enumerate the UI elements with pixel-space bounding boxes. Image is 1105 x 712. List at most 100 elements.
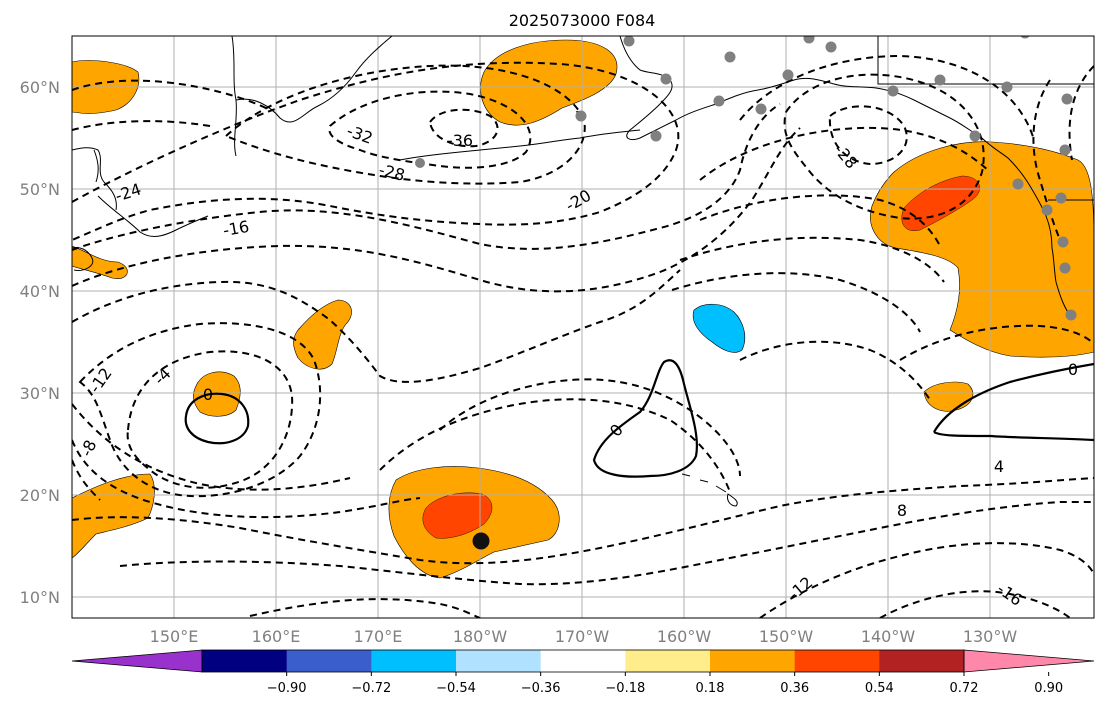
station-dot (887, 85, 899, 97)
colorbar-tick-label: 0.72 (950, 681, 979, 696)
station-dot (803, 36, 815, 44)
station-dot (969, 130, 981, 142)
station-dot (1057, 236, 1069, 248)
coastline-hawaii (681, 473, 738, 507)
map-title: 2025073000 F084 (509, 11, 656, 30)
station-dot (650, 130, 662, 142)
colorbar-swatch (540, 650, 626, 672)
lon-label: 130°W (963, 627, 1018, 646)
station-markers (415, 36, 1077, 321)
shade-tropical-central-core (422, 492, 493, 539)
colorbar-tick-label: 0.54 (865, 681, 894, 696)
contour-zero-west (184, 392, 250, 445)
colorbar-swatch (202, 650, 288, 672)
station-dot (724, 51, 736, 63)
contour-line (879, 590, 1071, 618)
station-dot (755, 103, 767, 115)
contour-line (72, 439, 421, 519)
latitude-labels: 10°N 20°N 30°N 40°N 50°N 60°N (20, 78, 60, 607)
lon-label: 160°E (252, 627, 301, 646)
contour-line (249, 598, 481, 618)
contour-line (428, 108, 499, 148)
colorbar-tick-label: −0.90 (267, 681, 307, 696)
station-dot (934, 74, 946, 86)
coastline-nw-america (981, 137, 1073, 319)
colorbar-frame (201, 649, 965, 673)
contour-line (1032, 79, 1061, 241)
shade-negative-central (692, 303, 746, 353)
shade-midlat-small (293, 299, 352, 370)
contours-dashed (72, 54, 1094, 618)
colorbar-tick-label: 0.90 (1034, 681, 1063, 696)
contours-zero (184, 359, 1094, 478)
station-dot (1061, 93, 1073, 105)
colorbar-tick-label: −0.18 (605, 681, 645, 696)
contour-line (739, 54, 1035, 141)
lon-label: 160°W (657, 627, 712, 646)
station-dot (1001, 81, 1013, 93)
lat-label: 20°N (20, 486, 60, 505)
colorbar-extend-high (963, 649, 1095, 673)
contour-line (119, 501, 1094, 586)
contour-label: 8 (897, 501, 907, 520)
lon-label: 170°W (555, 627, 610, 646)
coastline-okhotsk-west (72, 147, 117, 211)
colorbar-swatch (879, 650, 965, 672)
colorbar-extend-low (71, 649, 203, 673)
station-dot (1065, 309, 1077, 321)
lon-label: 180°W (453, 627, 508, 646)
gridlines (72, 36, 1094, 618)
contour-label: -16 (222, 217, 251, 240)
lon-label: 150°W (759, 627, 814, 646)
lon-label: 170°E (354, 627, 403, 646)
contour-line (72, 477, 1094, 565)
contour-label: 0 (1068, 360, 1078, 379)
contour-line (783, 73, 985, 220)
contour-line (78, 322, 322, 498)
colorbar-tick-label: −0.72 (351, 681, 391, 696)
map-panel: -36 -32 -28 -28 -24 -20 -16 -12 -8 -4 0 … (71, 35, 1095, 619)
colorbar-swatch (794, 650, 880, 672)
station-dot (713, 95, 725, 107)
storm-center-marker (472, 532, 490, 550)
colorbar-tick-label: −0.54 (436, 681, 476, 696)
contour-line (379, 398, 731, 493)
contour-line (828, 105, 908, 166)
contour-label: -8 (76, 437, 100, 459)
longitude-labels: 150°E 160°E 170°E 180°W 170°W 160°W 150°… (150, 627, 1018, 646)
colorbar-swatch (625, 650, 711, 672)
station-dot (1020, 36, 1030, 39)
station-dot (1059, 144, 1071, 156)
station-dot (1041, 204, 1053, 216)
contour-line (72, 269, 681, 383)
contour-line (1068, 65, 1094, 161)
station-dot (575, 110, 587, 122)
lat-label: 30°N (20, 384, 60, 403)
contour-zero-central (592, 359, 698, 478)
map-background (72, 36, 1094, 618)
contour-line (699, 194, 941, 247)
shade-bering-southwest (480, 39, 618, 126)
contour-line (72, 79, 271, 111)
border-canada-alaska (877, 36, 1094, 85)
lat-label: 60°N (20, 78, 60, 97)
contour-label: -36 (447, 131, 473, 150)
contour-zero-east (933, 362, 1094, 442)
contour-line (72, 127, 801, 293)
station-dot (623, 36, 635, 47)
colorbar-tick-label: −0.36 (521, 681, 561, 696)
lon-label: 140°W (861, 627, 916, 646)
contour-label: 0 (203, 385, 213, 404)
contour-line (72, 403, 351, 491)
colorbar-swatch (456, 650, 542, 672)
lon-label: 150°E (150, 627, 199, 646)
coastline-sakhalin-kuril (93, 149, 209, 237)
colorbar-swatch (710, 650, 796, 672)
contour-label: 4 (994, 457, 1004, 476)
lat-label: 10°N (20, 588, 60, 607)
contour-line (224, 64, 586, 185)
contour-line (126, 350, 294, 489)
map-frame (71, 35, 1095, 619)
station-dot (825, 41, 837, 53)
